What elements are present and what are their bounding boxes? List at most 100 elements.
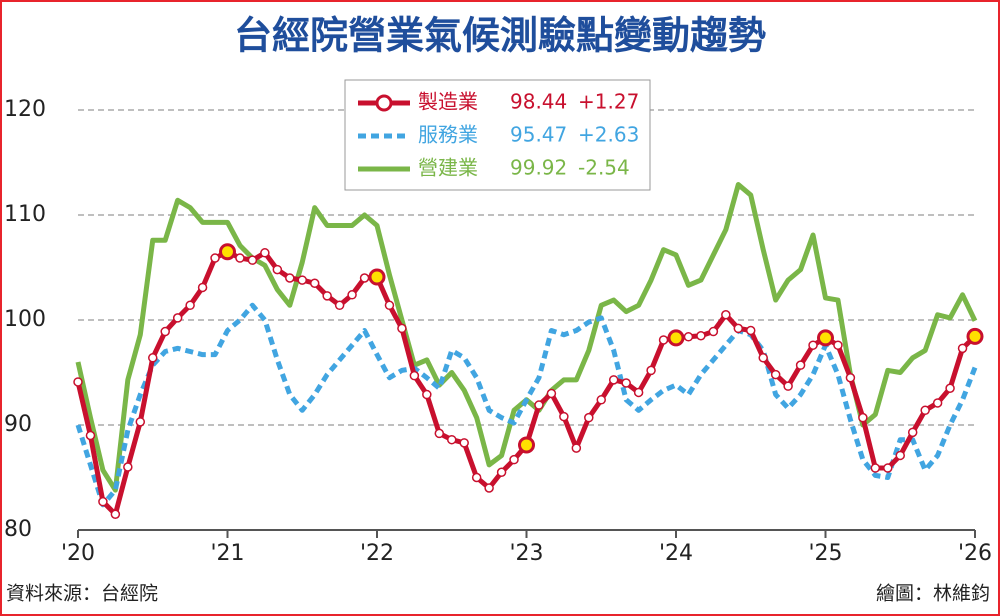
x-tick-label: '25 xyxy=(808,541,842,566)
highlight-marker xyxy=(817,329,834,347)
x-tick-label: '22 xyxy=(360,541,394,566)
legend-label: 製造業 xyxy=(418,90,478,114)
marker xyxy=(957,343,968,354)
marker xyxy=(907,427,918,438)
highlight-marker xyxy=(518,436,535,454)
marker xyxy=(696,331,706,341)
marker xyxy=(422,389,432,400)
marker xyxy=(509,454,519,465)
legend-latest: 99.92 xyxy=(510,156,567,180)
marker xyxy=(384,300,395,311)
credit: 繪圖：林維鈞 xyxy=(876,583,990,605)
marker xyxy=(883,463,893,473)
marker xyxy=(272,264,283,275)
y-tick-label: 110 xyxy=(4,202,46,227)
marker xyxy=(160,326,170,337)
marker xyxy=(920,405,930,416)
y-tick-label: 100 xyxy=(4,307,46,332)
marker xyxy=(73,377,83,387)
source: 資料來源：台經院 xyxy=(6,583,158,605)
marker xyxy=(845,373,856,383)
marker xyxy=(783,381,793,391)
marker xyxy=(608,375,619,385)
marker xyxy=(621,378,631,388)
x-tick-label: '21 xyxy=(210,541,244,566)
marker xyxy=(135,417,146,427)
y-tick-label: 80 xyxy=(4,517,32,542)
y-tick-label: 90 xyxy=(4,412,32,437)
marker xyxy=(260,248,270,258)
marker xyxy=(770,369,781,380)
marker xyxy=(471,472,482,483)
marker xyxy=(397,323,407,334)
marker xyxy=(683,332,694,342)
marker xyxy=(210,253,220,263)
marker xyxy=(733,323,744,334)
marker xyxy=(945,383,955,393)
x-tick-label: '23 xyxy=(509,541,543,566)
marker xyxy=(235,253,245,263)
marker xyxy=(496,467,507,477)
marker xyxy=(359,273,370,283)
legend-marker xyxy=(375,94,393,112)
marker xyxy=(795,360,806,370)
marker xyxy=(110,509,121,519)
legend-change: +2.63 xyxy=(578,123,639,147)
marker xyxy=(870,463,881,473)
chart-title: 台經院營業氣候測驗點變動趨勢 xyxy=(234,14,766,58)
marker xyxy=(758,353,768,363)
marker xyxy=(721,310,731,320)
marker xyxy=(895,450,905,461)
marker xyxy=(347,290,357,300)
marker xyxy=(546,388,557,399)
marker xyxy=(334,300,345,311)
marker xyxy=(285,273,295,283)
marker xyxy=(123,462,133,472)
marker xyxy=(932,398,943,408)
marker xyxy=(197,282,208,293)
highlight-marker xyxy=(368,268,386,286)
marker xyxy=(447,434,457,445)
marker xyxy=(746,325,756,336)
marker xyxy=(858,412,868,423)
marker xyxy=(148,353,158,363)
highlight-marker xyxy=(667,329,685,347)
marker xyxy=(658,335,669,345)
marker xyxy=(646,365,656,376)
marker xyxy=(172,313,183,323)
legend-change: -2.54 xyxy=(578,156,630,180)
legend-latest: 98.44 xyxy=(510,90,567,114)
highlight-marker xyxy=(966,327,984,345)
marker xyxy=(633,387,644,398)
marker xyxy=(708,326,719,337)
marker xyxy=(534,400,544,410)
marker xyxy=(309,278,320,288)
marker xyxy=(833,340,843,350)
highlight-marker xyxy=(219,243,236,261)
marker xyxy=(98,496,108,507)
marker xyxy=(459,438,469,448)
x-tick-label: '24 xyxy=(659,541,693,566)
legend-latest: 95.47 xyxy=(510,123,567,147)
marker xyxy=(185,300,195,311)
marker xyxy=(247,255,258,265)
marker xyxy=(559,411,569,422)
marker xyxy=(297,275,307,285)
x-tick-label: '26 xyxy=(958,541,992,566)
marker xyxy=(409,370,420,381)
marker xyxy=(85,430,96,441)
legend-change: +1.27 xyxy=(578,90,639,114)
legend-label: 服務業 xyxy=(418,123,478,147)
marker xyxy=(584,412,594,423)
marker xyxy=(322,291,332,301)
legend-label: 營建業 xyxy=(418,156,478,180)
legend-box xyxy=(344,79,651,191)
marker xyxy=(434,428,445,439)
marker xyxy=(596,395,606,405)
marker xyxy=(484,483,494,493)
marker xyxy=(571,443,582,453)
marker xyxy=(808,340,818,350)
x-tick-label: '20 xyxy=(61,541,95,566)
